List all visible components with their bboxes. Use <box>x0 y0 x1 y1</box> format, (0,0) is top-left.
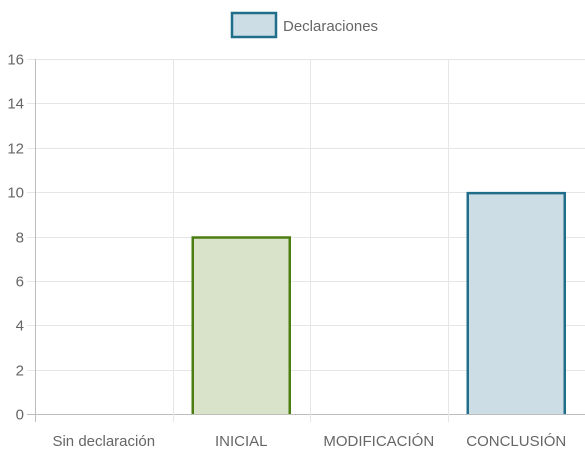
x-tick-label: CONCLUSIÓN <box>466 433 566 450</box>
y-tick-label: 2 <box>16 363 24 380</box>
y-tick-label: 6 <box>16 274 24 291</box>
x-tick-label: Sin declaración <box>52 433 155 450</box>
legend[interactable]: Declaraciones <box>230 11 378 39</box>
y-tick-label: 10 <box>7 185 24 202</box>
y-tick-label: 8 <box>16 230 24 247</box>
x-tick-label: INICIAL <box>215 433 268 450</box>
y-tick-label: 16 <box>7 52 24 69</box>
grid-lines <box>27 59 585 422</box>
bar-fill[interactable] <box>466 192 566 414</box>
bar[interactable] <box>466 191 566 414</box>
legend-label: Declaraciones <box>283 18 378 35</box>
y-tick-label: 0 <box>16 407 24 424</box>
bar[interactable] <box>191 236 291 415</box>
x-tick-label: MODIFICACIÓN <box>323 433 434 450</box>
bar-border <box>466 191 566 414</box>
bar-border <box>191 236 291 414</box>
y-tick-label: 12 <box>7 141 24 158</box>
x-tick-labels: Sin declaración INICIAL MODIFICACIÓN CONCLU… <box>52 433 566 450</box>
y-tick-label: 14 <box>7 96 24 113</box>
y-tick-labels: 0 2 4 6 8 10 12 14 16 <box>7 52 24 424</box>
bars <box>191 191 566 415</box>
bar-fill[interactable] <box>191 236 291 415</box>
legend-swatch[interactable] <box>230 11 278 39</box>
y-tick-label: 4 <box>16 318 24 335</box>
